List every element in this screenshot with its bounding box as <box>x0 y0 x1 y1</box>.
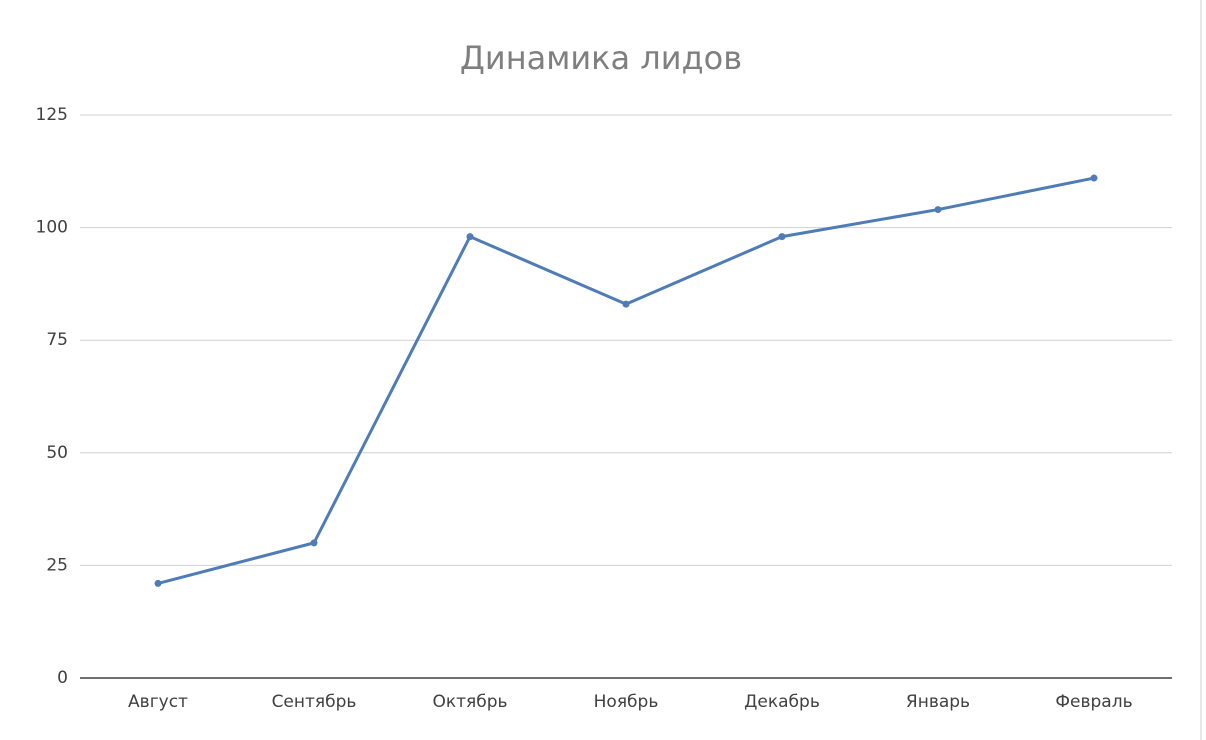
y-tick-label: 100 <box>36 218 68 238</box>
data-point <box>310 539 318 547</box>
data-point <box>1090 174 1098 182</box>
data-point <box>778 233 786 241</box>
data-point <box>622 300 630 308</box>
y-tick-label: 75 <box>46 330 68 350</box>
data-point <box>154 579 162 587</box>
y-tick-label: 25 <box>46 555 68 575</box>
x-tick-label: Август <box>128 692 188 712</box>
chart-title: Динамика лидов <box>460 39 742 77</box>
y-tick-label: 0 <box>57 668 68 688</box>
x-tick-label: Декабрь <box>744 692 820 712</box>
x-tick-label: Февраль <box>1055 692 1132 712</box>
data-point <box>934 206 942 214</box>
y-tick-label: 125 <box>36 105 68 125</box>
data-point <box>466 233 474 241</box>
x-tick-label: Сентябрь <box>272 692 357 712</box>
y-tick-label: 50 <box>46 443 68 463</box>
x-tick-label: Январь <box>906 692 970 712</box>
x-tick-label: Октябрь <box>432 692 507 712</box>
x-tick-label: Ноябрь <box>594 692 659 712</box>
